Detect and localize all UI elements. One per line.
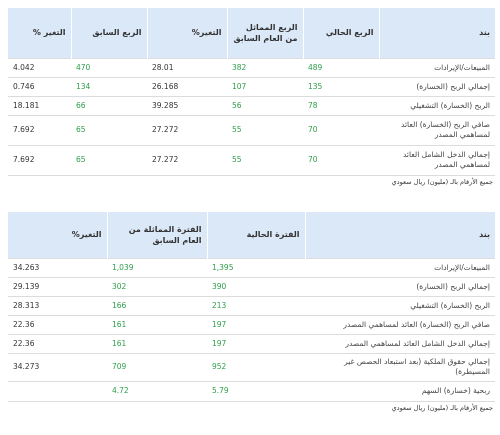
table-row: صافي الربح (الخسارة) العائد لمساهمي المص… — [8, 314, 495, 334]
cell-value: 161 — [107, 333, 207, 353]
cell-value: 135 — [303, 76, 379, 96]
cell-value: 302 — [107, 276, 207, 296]
quarterly-results-table: بند الربع الحالي الربع المماثل من العام … — [8, 8, 495, 175]
cell-value: 18.181 — [8, 95, 71, 115]
row-label: المبيعات/الإيرادات — [305, 257, 495, 277]
table-row: المبيعات/الإيرادات 1,395 1,039 34.263 — [8, 257, 495, 277]
col-header-change-pct: التغير% — [8, 212, 107, 258]
col-header-change-pct: التغير% — [146, 8, 227, 58]
row-label: الربح (الخسارة) التشغيلي — [379, 95, 495, 115]
cell-value: 166 — [107, 295, 207, 315]
cell-value: 39.285 — [147, 95, 227, 115]
cell-value: 1,039 — [107, 257, 207, 277]
cell-value: 134 — [71, 76, 147, 96]
table-header-row: بند الربع الحالي الربع المماثل من العام … — [8, 8, 495, 58]
row-label: صافي الربح (الخسارة) العائد لمساهمي المص… — [305, 314, 495, 334]
cell-value: 197 — [207, 314, 305, 334]
col-header-current-quarter: الربع الحالي — [302, 8, 379, 58]
cell-value: 65 — [71, 114, 147, 145]
col-header-item: بند — [378, 8, 495, 58]
cell-value: 382 — [227, 57, 303, 77]
row-label: الربح (الخسارة) التشغيلي — [305, 295, 495, 315]
cell-value: 1,395 — [207, 257, 305, 277]
row-label: إجمالي حقوق الملكية (بعد استبعاد الحصص غ… — [305, 352, 495, 381]
currency-note: جميع الأرقام بالـ (مليون) ريال سعودي — [8, 175, 495, 188]
cell-value: 5.79 — [207, 380, 305, 401]
row-label: صافي الربح (الخسارة) العائد لمساهمي المص… — [379, 114, 495, 145]
cell-value: 4.042 — [8, 57, 71, 77]
row-label: ربحية (خسارة) السهم — [305, 380, 495, 401]
cell-value: 55 — [227, 114, 303, 145]
cell-value: 70 — [303, 114, 379, 145]
table-row: إجمالي الدخل الشامل العائد لمساهمي المصد… — [8, 333, 495, 353]
col-header-same-quarter-last-year: الربع المماثل من العام السابق — [226, 8, 303, 58]
cell-value: 22.36 — [8, 333, 107, 353]
table-header-row: بند الفترة الحالية الفترة المماثلة من ال… — [8, 212, 495, 258]
table-row: المبيعات/الإيرادات 489 382 28.01 470 4.0… — [8, 57, 495, 77]
col-header-previous-quarter: الربع السابق — [70, 8, 147, 58]
cell-value: 470 — [71, 57, 147, 77]
table-row: صافي الربح (الخسارة) العائد لمساهمي المص… — [8, 114, 495, 145]
table-row: إجمالي الربح (الخسارة) 390 302 29.139 — [8, 276, 495, 296]
cell-value: 28.313 — [8, 295, 107, 315]
quarterly-results-table-container: بند الربع الحالي الربع المماثل من العام … — [8, 8, 495, 188]
cell-value: 70 — [303, 144, 379, 175]
cell-value: 161 — [107, 314, 207, 334]
cell-value: 29.139 — [8, 276, 107, 296]
cell-value: 709 — [107, 352, 207, 381]
cell-value: 66 — [71, 95, 147, 115]
cell-value: 28.01 — [147, 57, 227, 77]
cell-value: 7.692 — [8, 114, 71, 145]
period-results-table-container: بند الفترة الحالية الفترة المماثلة من ال… — [8, 212, 495, 414]
period-results-table: بند الفترة الحالية الفترة المماثلة من ال… — [8, 212, 495, 401]
table-row: إجمالي الربح (الخسارة) 135 107 26.168 13… — [8, 76, 495, 96]
cell-value: 55 — [227, 144, 303, 175]
row-label: إجمالي الدخل الشامل العائد لمساهمي المصد… — [305, 333, 495, 353]
cell-value: 107 — [227, 76, 303, 96]
table-row: ربحية (خسارة) السهم 5.79 4.72 — [8, 380, 495, 401]
col-header-current-period: الفترة الحالية — [206, 212, 305, 258]
cell-value: 22.36 — [8, 314, 107, 334]
table-row: إجمالي حقوق الملكية (بعد استبعاد الحصص غ… — [8, 352, 495, 381]
currency-note: جميع الأرقام بالـ (مليون) ريال سعودي — [8, 401, 495, 414]
row-label: المبيعات/الإيرادات — [379, 57, 495, 77]
col-header-same-period-last-year: الفترة المماثلة من العام السابق — [106, 212, 207, 258]
row-label: إجمالي الربح (الخسارة) — [379, 76, 495, 96]
cell-value: 34.263 — [8, 257, 107, 277]
cell-value: 65 — [71, 144, 147, 175]
col-header-change-pct-2: التغير % — [8, 8, 71, 58]
cell-value: 78 — [303, 95, 379, 115]
col-header-item: بند — [304, 212, 495, 258]
cell-value: 27.272 — [147, 144, 227, 175]
cell-value: 213 — [207, 295, 305, 315]
cell-value: 489 — [303, 57, 379, 77]
cell-value: 390 — [207, 276, 305, 296]
cell-value: 34.273 — [8, 352, 107, 381]
cell-value: 7.692 — [8, 144, 71, 175]
table-row: إجمالي الدخل الشامل العائد لمساهمي المصد… — [8, 144, 495, 175]
cell-value: 26.168 — [147, 76, 227, 96]
table-row: الربح (الخسارة) التشغيلي 213 166 28.313 — [8, 295, 495, 315]
cell-value: 56 — [227, 95, 303, 115]
cell-value: 4.72 — [107, 380, 207, 401]
cell-value — [8, 380, 107, 401]
cell-value: 27.272 — [147, 114, 227, 145]
row-label: إجمالي الربح (الخسارة) — [305, 276, 495, 296]
cell-value: 197 — [207, 333, 305, 353]
cell-value: 952 — [207, 352, 305, 381]
table-row: الربح (الخسارة) التشغيلي 78 56 39.285 66… — [8, 95, 495, 115]
cell-value: 0.746 — [8, 76, 71, 96]
row-label: إجمالي الدخل الشامل العائد لمساهمي المصد… — [379, 144, 495, 175]
